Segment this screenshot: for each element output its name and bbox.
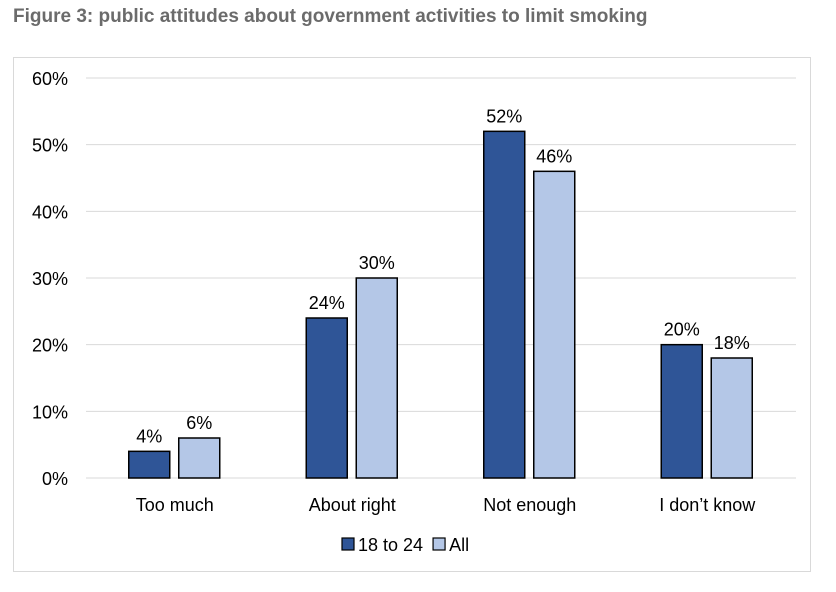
legend-label: 18 to 24 <box>358 535 423 555</box>
y-tick-label: 30% <box>32 269 68 289</box>
x-tick-label: I don’t know <box>659 495 756 515</box>
x-tick-label: Too much <box>136 495 214 515</box>
legend-swatch <box>432 537 446 551</box>
data-label: 24% <box>309 293 345 313</box>
x-tick-label: Not enough <box>483 495 576 515</box>
chart-frame <box>13 57 811 572</box>
y-tick-label: 20% <box>32 336 68 356</box>
bar-all <box>533 170 576 479</box>
bar-all <box>178 437 221 479</box>
legend-swatch <box>341 537 355 551</box>
legend-label: All <box>449 535 469 555</box>
bar-18-to-24 <box>483 130 526 479</box>
bar-18-to-24 <box>660 343 703 479</box>
figure-title: Figure 3: public attitudes about governm… <box>13 6 648 27</box>
y-tick-label: 40% <box>32 202 68 222</box>
data-label: 20% <box>664 320 700 340</box>
data-label: 4% <box>136 426 162 446</box>
bar-18-to-24 <box>305 317 348 479</box>
bar-all <box>710 357 753 479</box>
bar-18-to-24 <box>128 450 171 479</box>
y-tick-label: 60% <box>32 69 68 89</box>
y-tick-label: 10% <box>32 402 68 422</box>
data-label: 6% <box>186 413 212 433</box>
data-label: 18% <box>714 333 750 353</box>
y-tick-label: 0% <box>42 469 68 489</box>
data-label: 46% <box>536 146 572 166</box>
x-tick-label: About right <box>309 495 396 515</box>
y-tick-label: 50% <box>32 136 68 156</box>
data-label: 52% <box>486 106 522 126</box>
bar-all <box>355 277 398 479</box>
data-label: 30% <box>359 253 395 273</box>
